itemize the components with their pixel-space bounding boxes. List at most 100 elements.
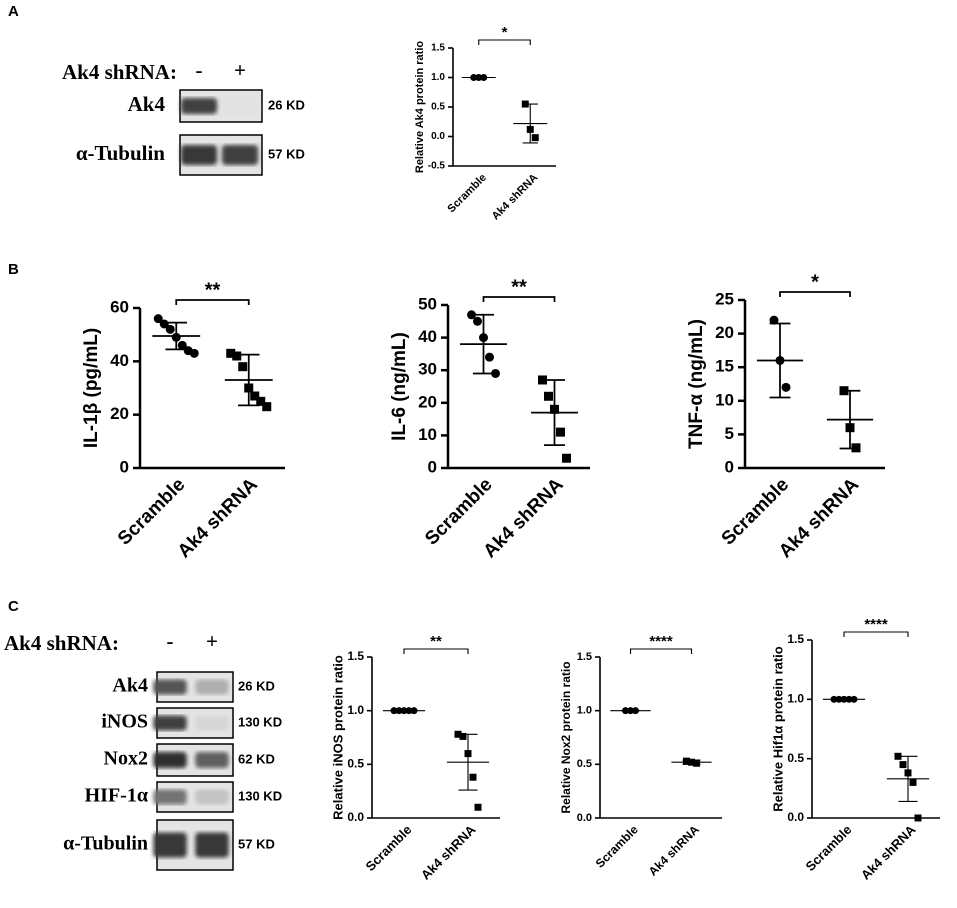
data-point: [491, 368, 500, 378]
data-point: [914, 814, 922, 822]
significance-label: ****: [649, 633, 673, 650]
error-bar: [839, 389, 861, 450]
y-tick-label: 1.0: [431, 72, 445, 83]
blot-size-label: 130 KD: [238, 788, 282, 803]
significance-label: ****: [864, 616, 888, 633]
blot-row-label: Ak4: [112, 675, 148, 697]
error-bar: [522, 103, 538, 144]
significance-bracket: [779, 291, 851, 297]
y-tick-label: 10: [418, 425, 437, 444]
y-tick-label: 50: [418, 294, 437, 313]
blot-band: [195, 752, 229, 768]
data-point: [226, 348, 236, 358]
y-tick-label: 0.0: [347, 810, 364, 824]
y-axis-label: Relative Ak4 protein ratio: [414, 41, 426, 174]
y-axis-label: Relative iNOS protein ratio: [330, 655, 345, 820]
data-point: [781, 382, 791, 392]
blot-row-label: α-Tubulin: [76, 141, 165, 165]
data-point: [683, 757, 690, 765]
significance-label: *: [502, 24, 508, 41]
blot-row-label: Nox2: [104, 748, 148, 770]
data-point: [899, 761, 907, 769]
y-tick-label: 1.5: [577, 651, 592, 663]
data-point: [165, 324, 175, 334]
y-tick-label: 0: [120, 457, 129, 476]
y-axis-label: IL-6 (ng/mL): [389, 332, 410, 441]
error-bar: [898, 755, 918, 802]
y-tick-label: 0: [428, 457, 437, 476]
blot-row-label: Ak4: [128, 92, 166, 116]
data-point: [238, 362, 248, 372]
x-tick-label: Scramble: [421, 474, 496, 549]
data-point: [473, 316, 482, 326]
data-point: [544, 391, 553, 401]
x-tick-label: Ak4 shRNA: [646, 822, 702, 878]
lane-label: +: [234, 58, 246, 82]
data-point: [693, 759, 700, 767]
y-axis-label: IL-1β (pg/mL): [81, 328, 102, 448]
data-point: [232, 351, 242, 361]
y-tick-label: 1.0: [347, 703, 364, 717]
blot-row-label: iNOS: [101, 711, 148, 733]
x-tick-label: Scramble: [363, 822, 415, 874]
blot-row-label: HIF-1α: [85, 785, 148, 807]
data-point: [262, 402, 272, 412]
y-tick-label: 20: [110, 404, 129, 423]
y-tick-label: 0.5: [431, 102, 445, 113]
panel-label: C: [8, 598, 19, 615]
y-tick-label: 40: [110, 351, 129, 370]
data-point: [538, 375, 547, 385]
y-tick-label: 1.0: [787, 692, 804, 706]
data-point: [459, 732, 467, 740]
blot-size-label: 57 KD: [238, 836, 275, 851]
x-tick-label: Scramble: [803, 822, 855, 874]
blot-size-label: 62 KD: [238, 751, 275, 766]
data-point: [153, 314, 163, 324]
blot-band: [153, 679, 187, 695]
significance-label: **: [205, 279, 221, 301]
y-tick-label: 1.5: [431, 43, 445, 54]
data-point: [467, 310, 476, 320]
data-point: [469, 773, 477, 781]
data-point: [474, 803, 482, 811]
y-tick-label: 0.5: [577, 758, 592, 770]
data-point: [485, 352, 494, 362]
significance-label: **: [511, 276, 527, 298]
significance-bracket: [843, 631, 909, 637]
lane-label: -: [167, 629, 174, 653]
y-tick-label: 25: [715, 289, 734, 308]
y-tick-label: 0.5: [787, 751, 804, 765]
error-bar: [543, 379, 566, 447]
y-tick-label: 20: [715, 323, 734, 342]
data-point: [454, 730, 462, 738]
blot-band: [153, 832, 187, 858]
y-axis-label: TNF-α (ng/mL): [686, 319, 707, 449]
y-tick-label: 0: [725, 457, 734, 476]
y-tick-label: 30: [418, 360, 437, 379]
data-point: [159, 319, 169, 329]
y-tick-label: 60: [110, 297, 129, 316]
panel-label: B: [8, 261, 19, 278]
y-tick-label: 20: [418, 392, 437, 411]
blot-band: [180, 145, 218, 165]
y-tick-label: 5: [725, 424, 734, 443]
y-tick-label: 10: [715, 390, 734, 409]
data-point: [256, 396, 266, 406]
blot-band: [195, 679, 229, 695]
blot-band: [153, 789, 187, 805]
significance-bracket: [478, 39, 531, 45]
y-tick-label: 15: [715, 357, 734, 376]
x-tick-label: Scramble: [114, 474, 189, 549]
y-tick-label: 1.5: [787, 632, 804, 646]
error-bar: [458, 733, 478, 791]
blot-band: [195, 832, 229, 858]
blot-band: [153, 715, 187, 731]
data-point: [894, 752, 902, 760]
data-point: [250, 391, 260, 401]
x-tick-label: Ak4 shRNA: [418, 822, 479, 883]
blot-header: Ak4 shRNA:: [62, 60, 177, 84]
blot-size-label: 26 KD: [238, 678, 275, 693]
x-tick-label: Scramble: [718, 474, 793, 549]
x-tick-label: Scramble: [593, 822, 641, 870]
